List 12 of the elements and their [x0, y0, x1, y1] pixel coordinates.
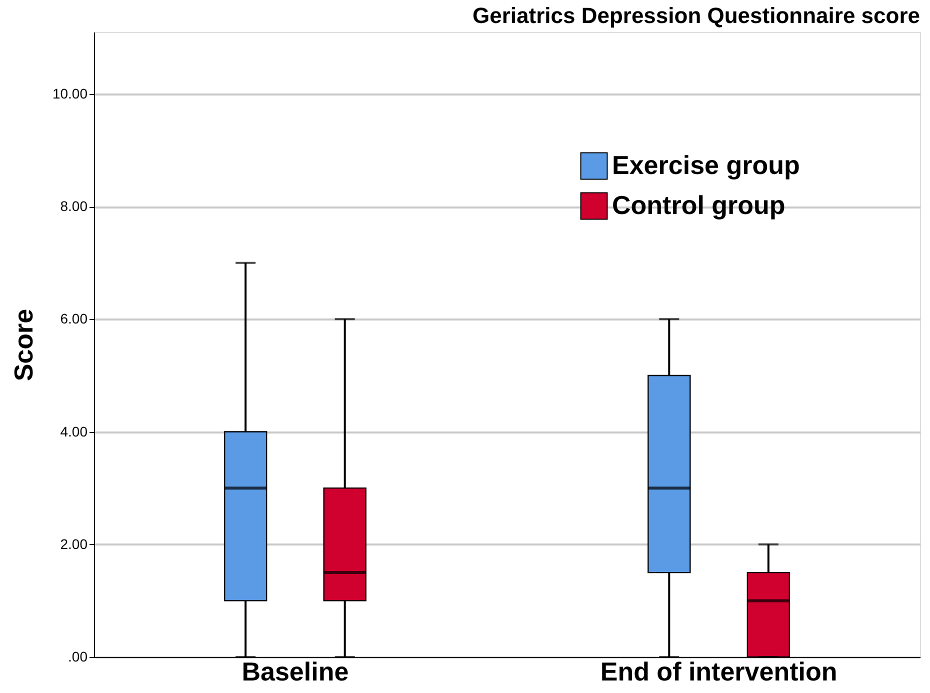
y-tick-label: .00: [68, 648, 88, 664]
chart-title: Geriatrics Depression Questionnaire score: [472, 3, 920, 28]
legend-label: Control group: [612, 190, 786, 220]
y-tick-label: 2.00: [60, 536, 88, 552]
y-axis-title: Score: [8, 308, 38, 382]
y-tick-label: 4.00: [60, 423, 88, 440]
y-tick-label: 10.00: [52, 85, 88, 102]
legend-label: Exercise group: [612, 150, 800, 180]
x-tick-label: End of intervention: [600, 656, 838, 686]
y-tick-label: 8.00: [60, 198, 88, 214]
y-tick-label: 6.00: [60, 310, 88, 327]
x-tick-label: Baseline: [242, 656, 349, 686]
